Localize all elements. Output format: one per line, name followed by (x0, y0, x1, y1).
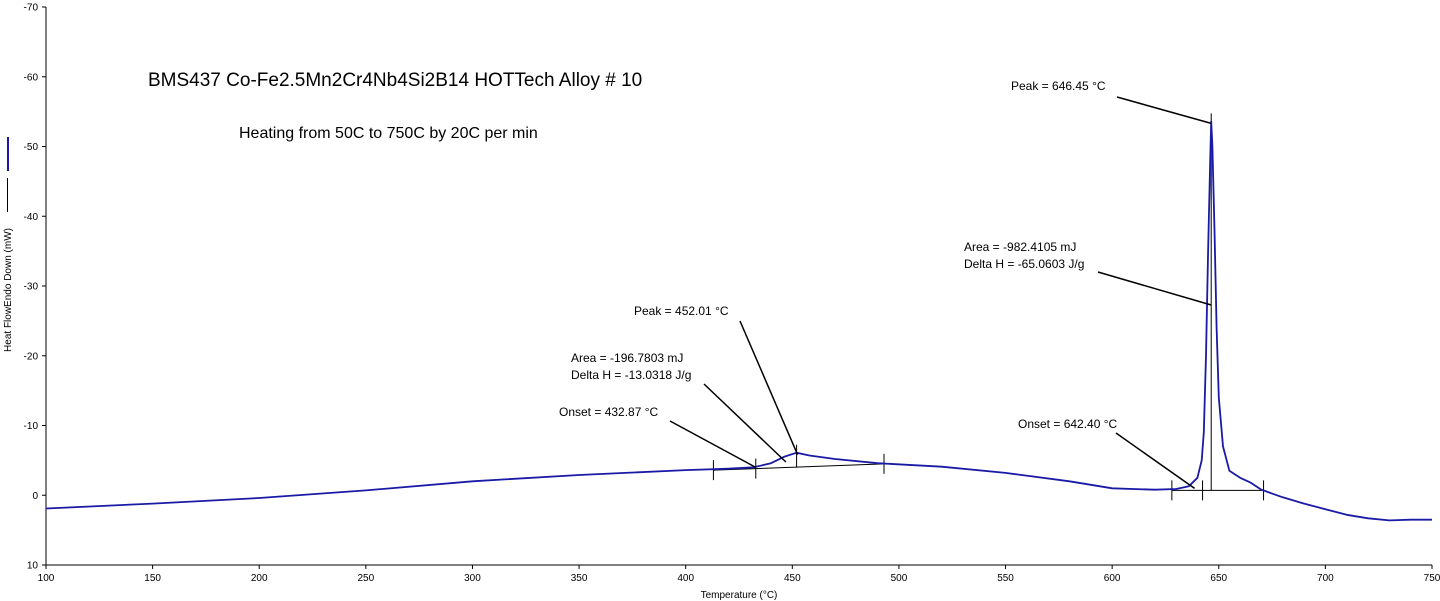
x-tick-label: 700 (1317, 573, 1334, 584)
y-tick-label: 0 (32, 491, 38, 502)
x-tick-label: 600 (1104, 573, 1121, 584)
peak-label-452: Peak = 452.01 °C (634, 304, 729, 318)
heat-flow-line (45, 120, 1432, 522)
y-tick-label: -10 (24, 421, 39, 432)
onset-leader-642 (1115, 432, 1195, 489)
x-tick-label: 550 (997, 573, 1014, 584)
peak-label-646: Peak = 646.45 °C (1011, 79, 1106, 93)
x-axis-label: Temperature (°C) (701, 590, 778, 601)
baselines (712, 113, 1265, 501)
x-tick-label: 250 (358, 573, 375, 584)
y-tick-label: -20 (24, 351, 39, 362)
onset-label-642: Onset = 642.40 °C (1018, 417, 1118, 431)
ticks: 100 150 200 250 300 350 400 450 500 550 600 650 700 7… (24, 3, 1440, 585)
x-tick-label: 650 (1210, 573, 1227, 584)
delta-h-label-646: Delta H = -65.0603 J/g (964, 257, 1084, 271)
onset-label-432: Onset = 432.87 °C (559, 405, 659, 419)
x-tick-label: 300 (464, 573, 481, 584)
x-tick-label: 500 (891, 573, 908, 584)
annotation-leaders (669, 96, 1212, 489)
onset-leader-432 (669, 420, 757, 469)
x-tick-label: 150 (144, 573, 161, 584)
x-tick-label: 350 (571, 573, 588, 584)
area-label-646: Area = -982.4105 mJ (964, 240, 1076, 254)
chart-title: BMS437 Co-Fe2.5Mn2Cr4Nb4Si2B14 HOTTech A… (148, 70, 642, 91)
y-tick-label: -40 (24, 212, 39, 223)
peak-baseline (713, 463, 885, 471)
y-tick-label: -70 (24, 3, 39, 14)
area-leader-646 (1097, 271, 1212, 306)
x-tick-label: 450 (784, 573, 801, 584)
delta-h-label-452: Delta H = -13.0318 J/g (571, 368, 691, 382)
peak-leader-646 (1116, 96, 1212, 125)
legend-baseline-swatch (7, 178, 8, 212)
y-tick-label: -50 (24, 142, 39, 153)
legend-series-swatch (7, 137, 9, 171)
area-label-452: Area = -196.7803 mJ (571, 351, 683, 365)
y-tick-label: -60 (24, 72, 39, 83)
y-tick-label: -30 (24, 282, 39, 293)
y-axis-label: Heat FlowEndo Down (mW) (3, 228, 14, 352)
y-tick-label: 10 (27, 561, 39, 572)
x-tick-label: 400 (677, 573, 694, 584)
series-group (45, 120, 1432, 522)
chart-subtitle: Heating from 50C to 750C by 20C per min (239, 125, 538, 142)
x-tick-label: 100 (38, 573, 55, 584)
x-tick-label: 200 (251, 573, 268, 584)
area-leader-452 (703, 383, 787, 463)
x-tick-label: 750 (1424, 573, 1440, 584)
peak-leader-452 (739, 320, 799, 455)
